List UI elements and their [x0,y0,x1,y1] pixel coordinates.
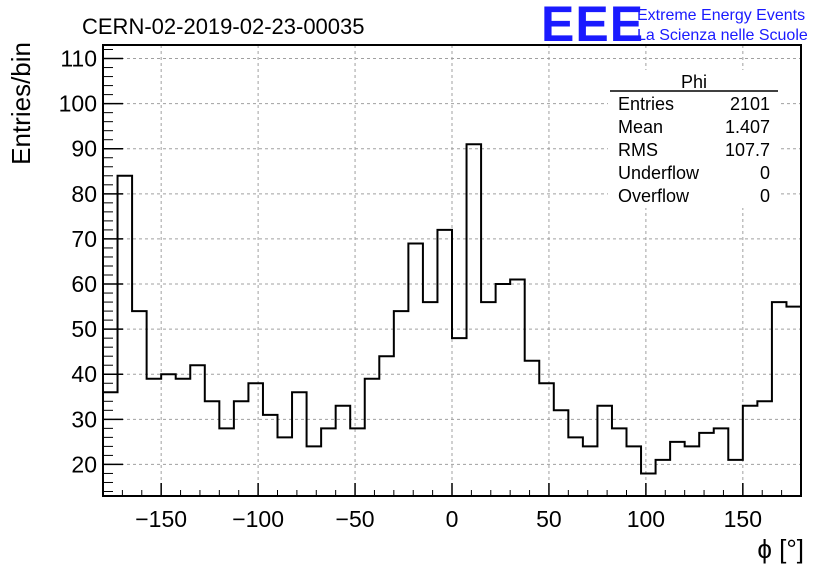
y-tick-label: 70 [71,226,97,252]
stats-rows: Entries 2101 Mean 1.407 RMS 107.7 Underflow 0 Ov… [618,94,770,206]
x-tick-label: −100 [232,506,284,532]
logo-line1: Extreme Energy Events [637,7,805,24]
stats-row-label: Overflow [618,186,690,206]
stats-row-label: Mean [618,117,663,137]
y-tick-label: 80 [71,181,97,207]
stats-row-value: 1.407 [725,117,770,137]
stats-box: Phi Entries 2101 Mean 1.407 RMS 107.7 Underflo… [608,70,780,208]
stats-row-label: RMS [618,140,658,160]
x-tick-label: −50 [336,506,375,532]
y-tick-label: 30 [71,406,97,432]
stats-row-value: 2101 [730,94,770,114]
stats-row-label: Entries [618,94,674,114]
y-tick-label: 100 [59,91,97,117]
y-tick-label: 90 [71,136,97,162]
stats-box-background [608,70,780,208]
x-tick-label: 100 [627,506,665,532]
x-tick-label: 50 [536,506,562,532]
logo-mark: EEE [541,0,644,52]
chart-title: CERN-02-2019-02-23-00035 [82,14,365,39]
stats-title: Phi [681,72,707,92]
stats-row-label: Underflow [618,163,700,183]
logo-line2: La Scienza nelle Scuole [637,27,808,44]
y-axis: 20 30 40 50 60 70 80 90 100 110 [59,46,123,492]
stats-row-value: 0 [760,186,770,206]
y-tick-label: 110 [60,46,97,72]
y-tick-label: 40 [71,361,97,387]
eee-logo: EEE Extreme Energy Events La Scienza nel… [541,0,808,52]
histogram-series [103,143,802,475]
y-tick-label: 60 [71,271,97,297]
stats-row-value: 107.7 [725,140,770,160]
x-tick-label: 150 [724,506,762,532]
y-axis-label: Entries/bin [6,42,36,165]
y-tick-label: 20 [71,451,97,477]
x-axis: −150 −100 −50 0 50 100 150 [102,483,802,532]
x-tick-label: −150 [135,506,187,532]
x-tick-label: 0 [446,506,459,532]
stats-row-value: 0 [760,163,770,183]
x-axis-label: ϕ [°] [757,534,804,564]
y-tick-label: 50 [71,316,97,342]
